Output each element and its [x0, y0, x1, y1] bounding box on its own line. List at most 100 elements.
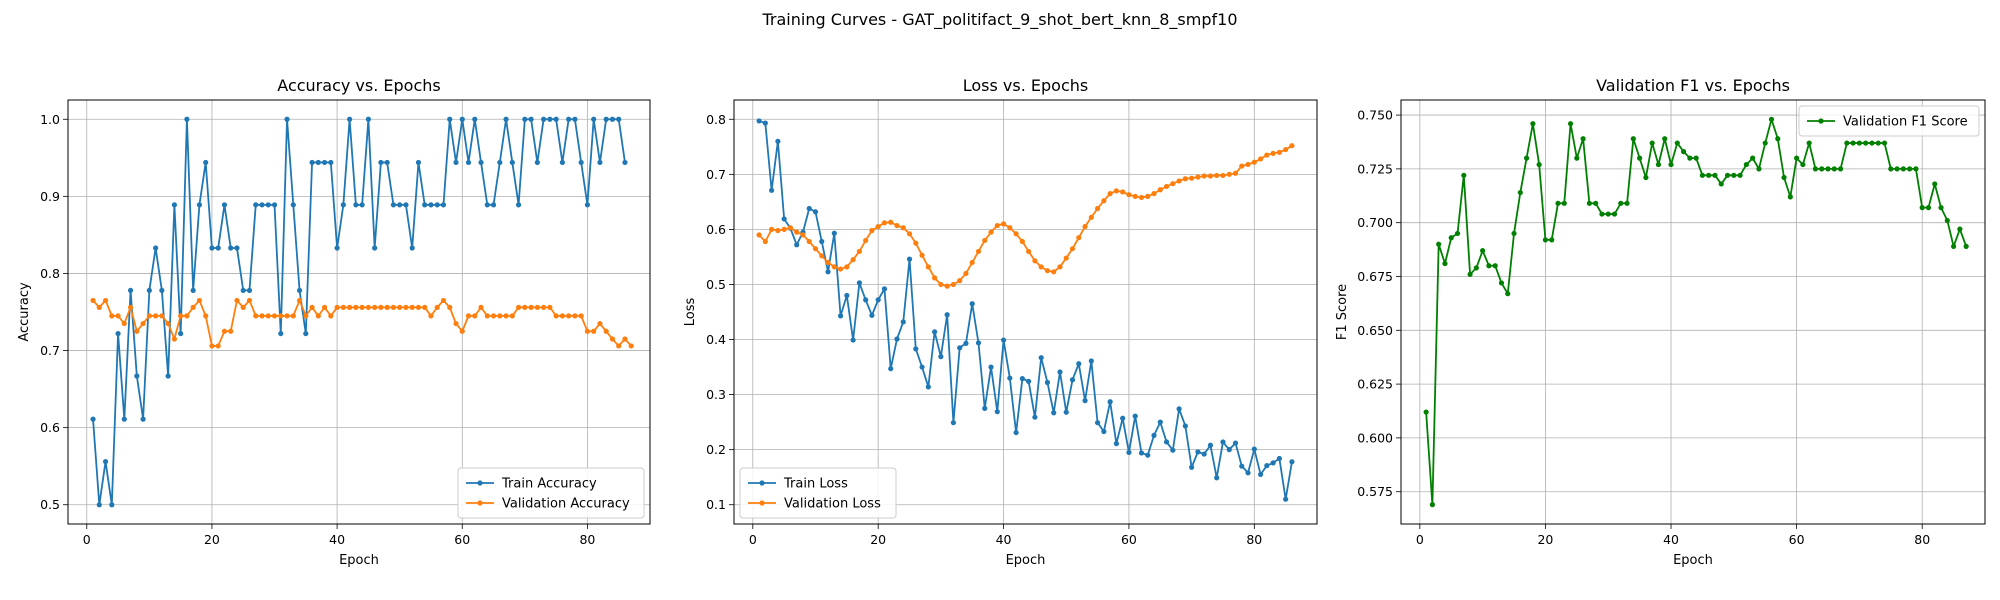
data-point — [975, 340, 982, 346]
data-point — [1107, 191, 1113, 197]
data-point — [1220, 439, 1226, 445]
data-point — [1957, 226, 1963, 232]
data-point — [762, 238, 768, 245]
data-point — [1063, 409, 1069, 415]
data-point — [1825, 166, 1831, 172]
data-point — [572, 116, 578, 122]
y-tick-label: 0.7 — [40, 343, 60, 358]
data-point — [1176, 406, 1182, 412]
data-point — [1132, 193, 1138, 199]
data-point — [509, 159, 515, 166]
data-point — [982, 405, 988, 411]
x-tick-label: 20 — [204, 532, 220, 547]
f1-chart: 0 20 40 60 80 0.575 0.600 0.625 0.650 0.675 0.700 0… — [1335, 76, 1986, 568]
data-point — [578, 159, 584, 166]
data-point — [1270, 150, 1276, 157]
data-point — [1461, 172, 1467, 178]
data-point — [1126, 192, 1132, 198]
data-point — [603, 116, 609, 122]
data-point — [1189, 175, 1195, 181]
data-point — [1264, 463, 1270, 469]
data-point — [1907, 166, 1913, 172]
data-point — [1245, 161, 1251, 168]
y-tick-label: 0.3 — [706, 387, 726, 402]
data-point — [472, 116, 478, 122]
data-point — [1919, 205, 1925, 211]
chart-title: Loss vs. Epochs — [963, 76, 1088, 95]
data-point — [1913, 166, 1919, 172]
data-point — [1505, 291, 1511, 297]
data-point — [1145, 193, 1151, 199]
data-point — [240, 287, 246, 294]
data-point — [597, 320, 603, 327]
data-point — [459, 328, 465, 334]
data-point — [347, 116, 353, 122]
data-point — [1207, 442, 1214, 448]
data-point — [1775, 136, 1781, 142]
data-point — [397, 202, 403, 208]
data-point — [1680, 149, 1687, 155]
data-point — [528, 116, 534, 122]
data-point — [422, 202, 428, 208]
data-point — [628, 343, 634, 349]
data-point — [515, 202, 522, 208]
data-point — [856, 248, 862, 255]
data-point — [1019, 376, 1025, 382]
data-point — [309, 159, 315, 166]
legend-marker — [477, 500, 483, 506]
data-point — [115, 313, 121, 319]
data-point — [1850, 140, 1856, 146]
data-point — [578, 313, 584, 319]
data-point — [566, 313, 572, 319]
data-point — [109, 502, 115, 508]
data-point — [888, 366, 894, 372]
y-tick-label: 0.5 — [706, 277, 726, 292]
data-point — [1511, 230, 1517, 237]
data-point — [875, 297, 881, 303]
data-point — [1138, 450, 1145, 456]
data-point — [134, 328, 140, 334]
data-point — [1251, 446, 1257, 452]
data-point — [781, 226, 787, 232]
data-point — [1586, 200, 1592, 206]
data-point — [428, 202, 434, 208]
data-point — [1743, 161, 1749, 168]
data-point — [153, 245, 159, 251]
data-point — [806, 238, 812, 245]
y-tick-label: 0.5 — [40, 497, 60, 512]
data-point — [616, 116, 622, 122]
data-point — [1812, 166, 1819, 172]
data-point — [1668, 161, 1674, 168]
loss-chart: 0 20 40 60 80 0.1 0.2 0.3 0.4 0.5 0.6 0.7 0.8 Loss vs… — [683, 76, 1318, 568]
data-point — [178, 330, 184, 337]
data-point — [1138, 194, 1145, 201]
data-point — [1201, 451, 1207, 457]
data-point — [465, 313, 472, 319]
data-point — [572, 313, 578, 319]
y-tick-label: 0.625 — [1357, 377, 1393, 392]
data-point — [913, 240, 919, 246]
data-point — [146, 313, 152, 319]
data-point — [1000, 337, 1007, 343]
data-point — [515, 304, 522, 310]
data-point — [906, 256, 913, 262]
data-point — [196, 297, 203, 304]
legend-marker — [1818, 118, 1824, 124]
data-point — [1232, 170, 1239, 176]
data-point — [278, 313, 284, 319]
data-point — [1019, 238, 1025, 245]
data-point — [584, 328, 591, 334]
data-point — [950, 420, 957, 426]
data-point — [434, 304, 440, 310]
data-point — [762, 120, 768, 126]
data-point — [863, 237, 869, 244]
data-point — [756, 118, 762, 124]
x-tick-label: 60 — [1789, 532, 1805, 547]
data-point — [165, 320, 171, 327]
data-point — [1038, 355, 1044, 361]
data-point — [1800, 161, 1806, 168]
data-point — [140, 320, 146, 327]
data-point — [296, 287, 303, 294]
data-point — [215, 245, 221, 251]
data-point — [534, 159, 540, 166]
